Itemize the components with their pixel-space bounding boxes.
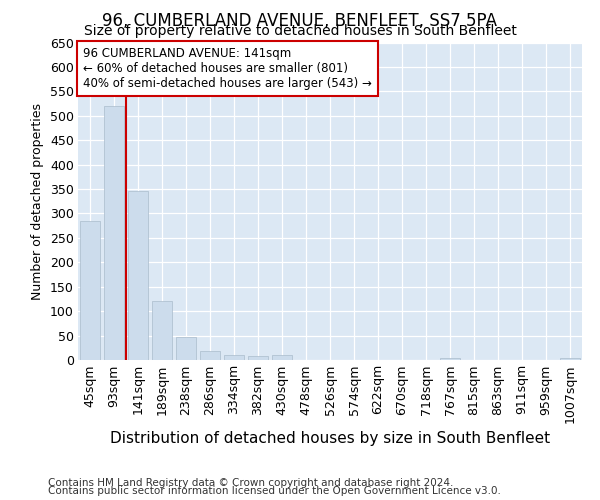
- Text: Contains public sector information licensed under the Open Government Licence v3: Contains public sector information licen…: [48, 486, 501, 496]
- Bar: [248, 356, 268, 360]
- Bar: [152, 302, 172, 360]
- Bar: [560, 358, 580, 360]
- Y-axis label: Number of detached properties: Number of detached properties: [31, 103, 44, 300]
- X-axis label: Distribution of detached houses by size in South Benfleet: Distribution of detached houses by size …: [110, 431, 550, 446]
- Bar: [200, 351, 220, 360]
- Bar: [80, 221, 100, 360]
- Text: Size of property relative to detached houses in South Benfleet: Size of property relative to detached ho…: [83, 24, 517, 38]
- Bar: [272, 355, 292, 360]
- Text: Contains HM Land Registry data © Crown copyright and database right 2024.: Contains HM Land Registry data © Crown c…: [48, 478, 454, 488]
- Bar: [224, 355, 244, 360]
- Bar: [128, 192, 148, 360]
- Text: 96, CUMBERLAND AVENUE, BENFLEET, SS7 5PA: 96, CUMBERLAND AVENUE, BENFLEET, SS7 5PA: [103, 12, 497, 30]
- Bar: [104, 106, 124, 360]
- Text: 96 CUMBERLAND AVENUE: 141sqm
← 60% of detached houses are smaller (801)
40% of s: 96 CUMBERLAND AVENUE: 141sqm ← 60% of de…: [83, 48, 372, 90]
- Bar: [440, 358, 460, 360]
- Bar: [176, 336, 196, 360]
